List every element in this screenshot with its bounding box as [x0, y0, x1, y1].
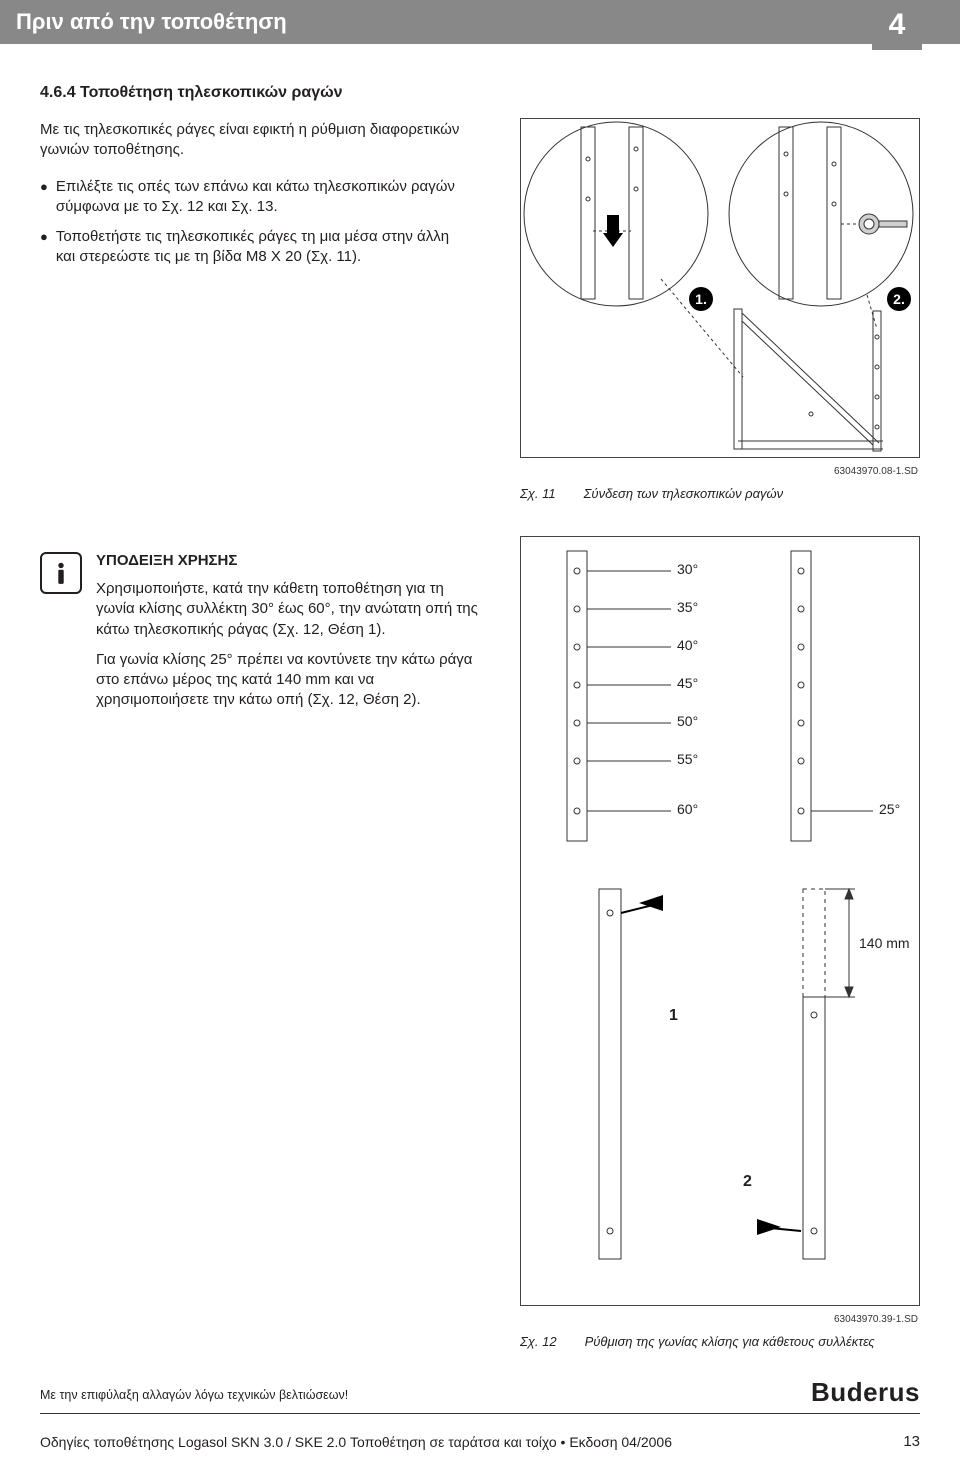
footer-note: Με την επιφύλαξη αλλαγών λόγω τεχνικών β… — [40, 1388, 348, 1402]
angle-label-right: 25° — [879, 801, 900, 817]
callout-1-label: 1. — [695, 291, 707, 307]
info-paragraph-1: Χρησιμοποιήστε, κατά την κάθετη τοποθέτη… — [96, 579, 480, 640]
page-badge: 4 — [872, 0, 922, 50]
figure-11: 1. 2. — [520, 118, 920, 458]
figure-11-svg — [521, 119, 921, 459]
angle-label: 60° — [677, 801, 698, 817]
figure-12-caption: Ρύθμιση της γωνίας κλίσης για κάθετους σ… — [585, 1334, 875, 1349]
angle-label: 45° — [677, 675, 698, 691]
page-badge-number: 4 — [889, 8, 906, 42]
list-item-text: Επιλέξτε τις οπές των επάνω και κάτω τηλ… — [56, 177, 470, 218]
angle-label: 30° — [677, 561, 698, 577]
figure-11-sd: 63043970.08-1.SD — [834, 466, 918, 477]
info-paragraph-2: Για γωνία κλίσης 25° πρέπει να κοντύνετε… — [96, 650, 480, 711]
callout-2-label: 2. — [893, 291, 905, 307]
header-bar: Πριν από την τοποθέτηση — [0, 0, 960, 44]
figure-12-number: Σχ. 12 — [520, 1334, 557, 1349]
header-title: Πριν από την τοποθέτηση — [16, 9, 287, 35]
figure-11-number: Σχ. 11 — [520, 486, 556, 501]
usage-note: ΥΠΟΔΕΙΞΗ ΧΡΗΣΗΣ Χρησιμοποιήστε, κατά την… — [40, 552, 480, 721]
angle-label: 55° — [677, 751, 698, 767]
figure-11-caption-row: Σχ. 11 Σύνδεση των τηλεσκοπικών ραγών — [520, 486, 920, 501]
figure-12: 30° 35° 40° 45° 50° 55° 60° 25° 140 mm 1… — [520, 536, 920, 1306]
figure-12-svg — [521, 537, 921, 1307]
list-item-text: Τοποθετήστε τις τηλεσκοπικές ράγες τη μι… — [56, 227, 470, 268]
figure-12-caption-row: Σχ. 12 Ρύθμιση της γωνίας κλίσης για κάθ… — [520, 1334, 920, 1349]
angle-label: 50° — [677, 713, 698, 729]
instruction-list: Επιλέξτε τις οπές των επάνω και κάτω τηλ… — [40, 177, 470, 268]
section-title: 4.6.4 Τοποθέτηση τηλεσκοπικών ραγών — [40, 84, 920, 102]
figure-11-caption: Σύνδεση των τηλεσκοπικών ραγών — [584, 486, 784, 501]
brand-logo: Buderus — [811, 1377, 920, 1408]
callout-1: 1. — [689, 287, 713, 311]
list-item: Επιλέξτε τις οπές των επάνω και κάτω τηλ… — [40, 177, 470, 218]
figure-12-sd: 63043970.39-1.SD — [834, 1314, 918, 1325]
position-label-2: 2 — [743, 1173, 752, 1191]
angle-label: 40° — [677, 637, 698, 653]
list-item: Τοποθετήστε τις τηλεσκοπικές ράγες τη μι… — [40, 227, 470, 268]
dimension-label: 140 mm — [859, 935, 910, 951]
footer-row: Οδηγίες τοποθέτησης Logasol SKN 3.0 / SK… — [40, 1433, 920, 1450]
page-number: 13 — [903, 1433, 920, 1450]
footer-divider — [40, 1413, 920, 1414]
info-body: ΥΠΟΔΕΙΞΗ ΧΡΗΣΗΣ Χρησιμοποιήστε, κατά την… — [96, 552, 480, 721]
footer-docline: Οδηγίες τοποθέτησης Logasol SKN 3.0 / SK… — [40, 1434, 672, 1450]
angle-label: 35° — [677, 599, 698, 615]
callout-2: 2. — [887, 287, 911, 311]
intro-paragraph: Με τις τηλεσκοπικές ράγες είναι εφικτή η… — [40, 120, 470, 161]
position-label-1: 1 — [669, 1007, 678, 1025]
info-heading: ΥΠΟΔΕΙΞΗ ΧΡΗΣΗΣ — [96, 552, 480, 569]
info-icon — [40, 552, 82, 594]
